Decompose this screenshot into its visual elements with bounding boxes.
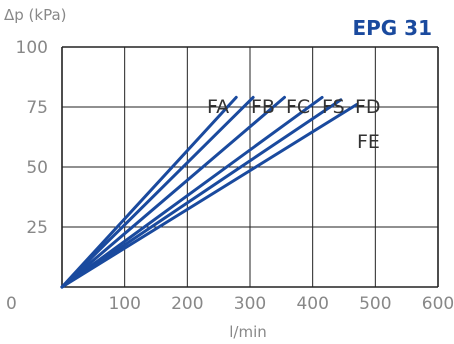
series-label-fs: FS bbox=[322, 96, 345, 118]
series-line-fc bbox=[60, 95, 324, 289]
series-line-fb bbox=[60, 95, 286, 289]
series-label-fa: FA bbox=[207, 96, 229, 118]
x-tick-label: 600 bbox=[422, 294, 454, 314]
x-tick-label: 200 bbox=[171, 294, 203, 314]
y-tick-label: 25 bbox=[26, 218, 48, 238]
series-line-fa bbox=[60, 95, 238, 289]
x-axis-title: l/min bbox=[229, 323, 267, 341]
series-line-fe bbox=[60, 95, 255, 289]
series-label-fc: FC bbox=[286, 96, 310, 118]
x-tick-label: 500 bbox=[359, 294, 391, 314]
series-lines bbox=[60, 95, 359, 289]
x-tick-label: 100 bbox=[108, 294, 140, 314]
grid bbox=[61, 46, 439, 288]
y-axis-title: Δp (kPa) bbox=[4, 6, 67, 24]
x-tick-label: 300 bbox=[234, 294, 266, 314]
y-tick-label: 100 bbox=[16, 38, 48, 58]
y-tick-label: 50 bbox=[26, 158, 48, 178]
series-label-fe: FE bbox=[357, 131, 380, 153]
series-line-fd bbox=[60, 103, 359, 289]
y-tick-label: 75 bbox=[26, 98, 48, 118]
series-labels: FA FB FC FS FD FE bbox=[207, 96, 381, 153]
x-tick-label: 400 bbox=[296, 294, 328, 314]
tick-labels: 0 100 200 300 400 500 600 25 50 75 100 bbox=[6, 38, 454, 314]
series-line-fs bbox=[60, 98, 343, 289]
chart-title: EPG 31 bbox=[352, 16, 432, 40]
x-tick-label: 0 bbox=[6, 294, 17, 314]
series-label-fd: FD bbox=[355, 96, 381, 118]
series-label-fb: FB bbox=[251, 96, 275, 118]
